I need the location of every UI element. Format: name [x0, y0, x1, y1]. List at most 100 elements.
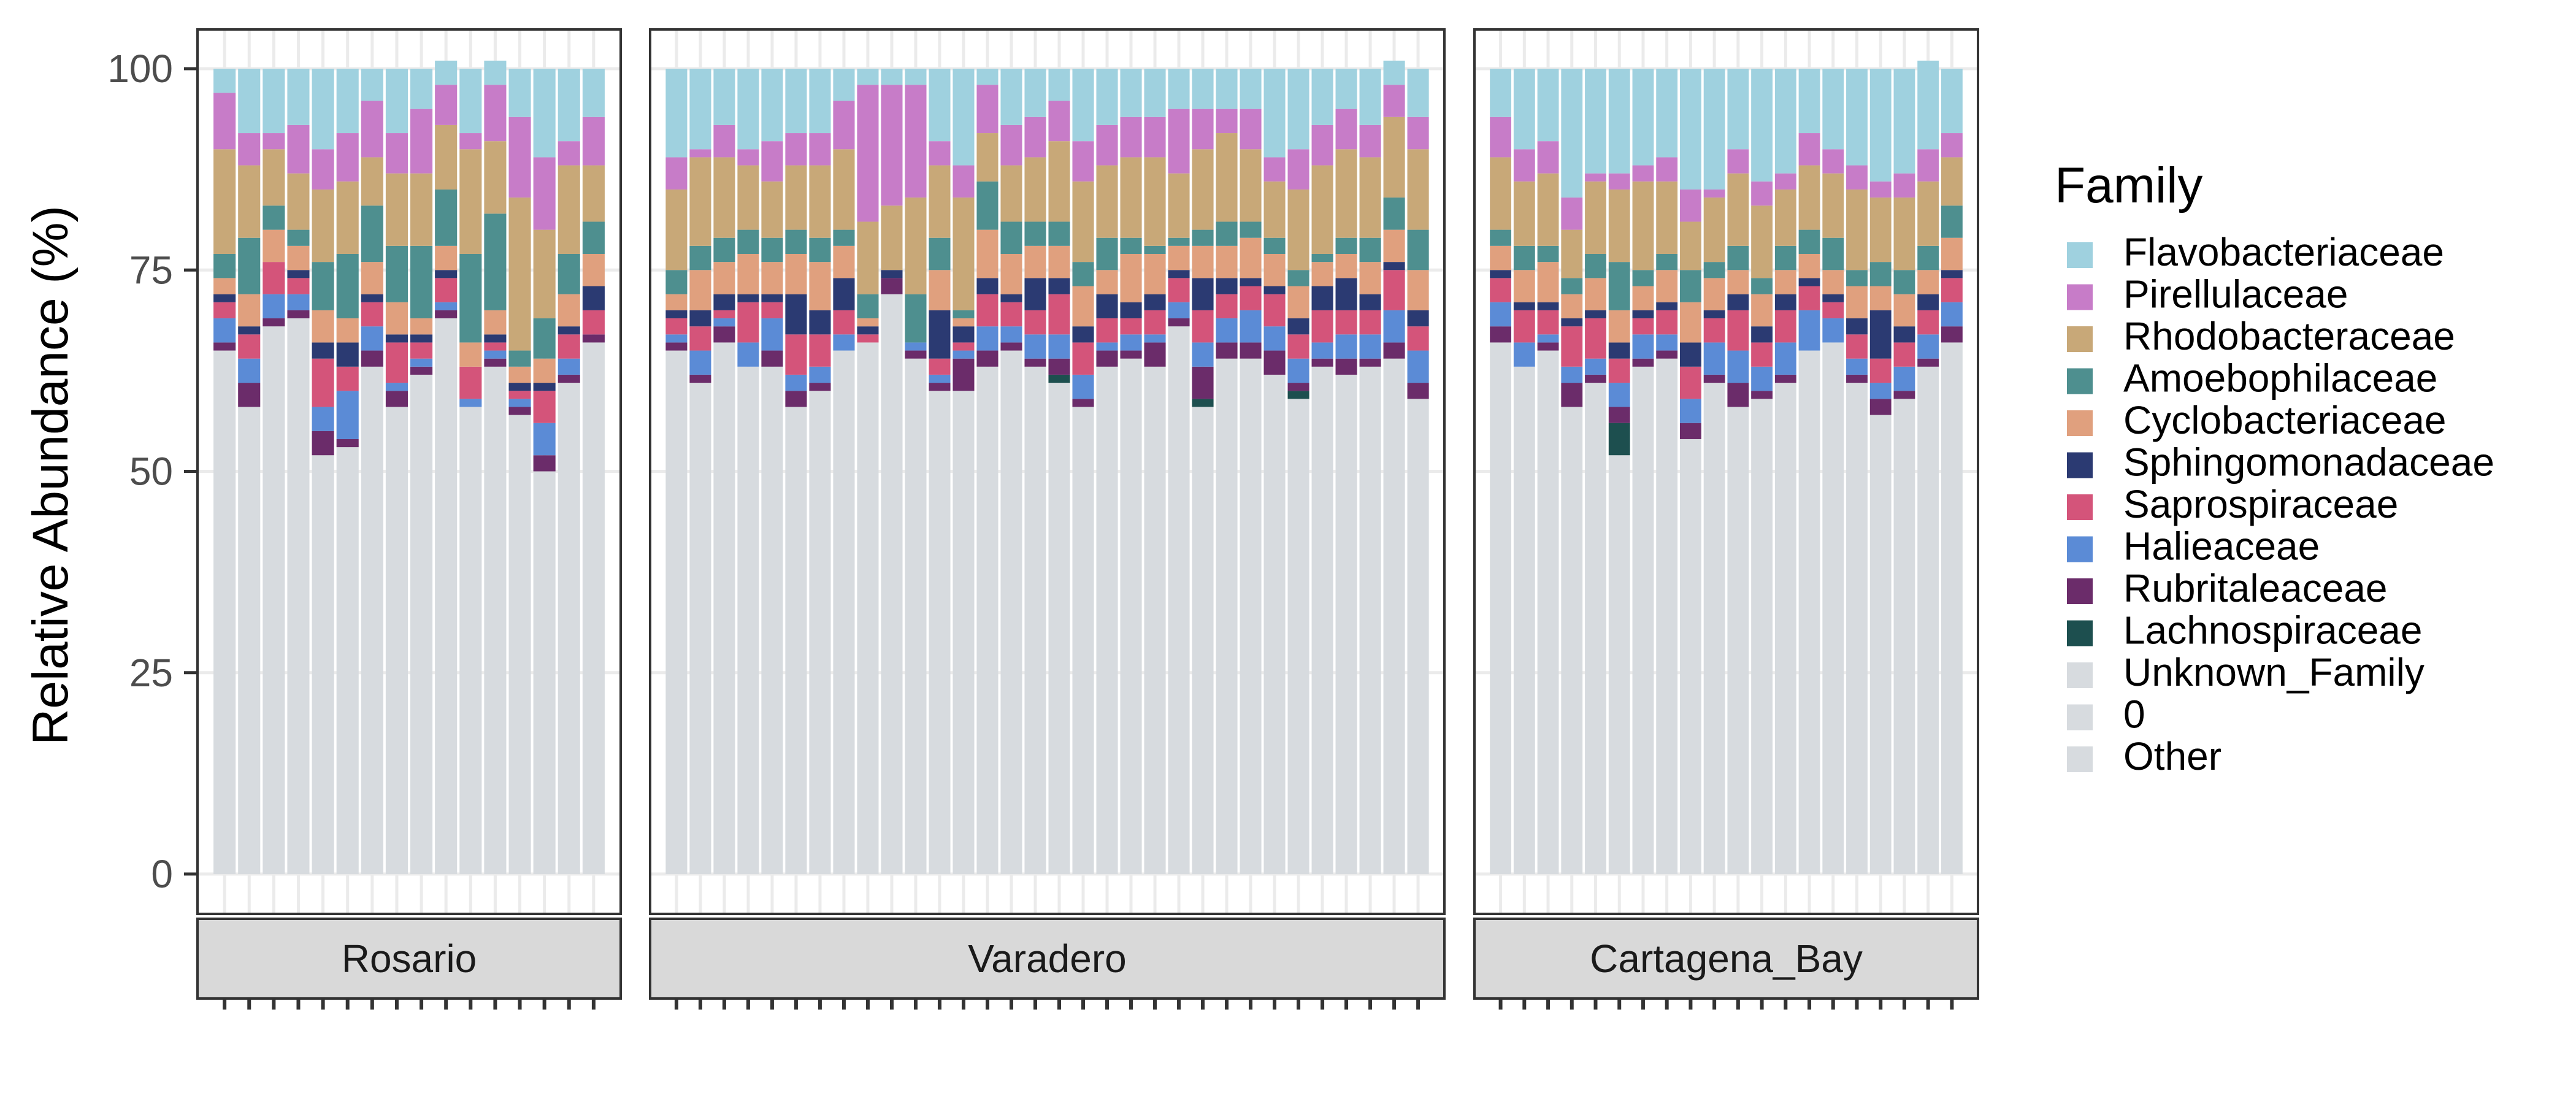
bar-segment-rhodobacteraceae: [238, 165, 261, 238]
bar-segment-halieaceae: [1168, 302, 1190, 319]
bar-segment-halieaceae: [1679, 399, 1701, 423]
bar-segment-saprospiraceae: [238, 334, 261, 359]
bar-segment-amoebophilaceae: [1490, 229, 1512, 246]
bar-segment-amoebophilaceae: [1941, 205, 1963, 238]
bar-segment-saprospiraceae: [484, 342, 507, 351]
bar-segment-sphingomonadaceae: [1287, 318, 1309, 335]
bar-segment-rhodobacteraceae: [665, 189, 688, 270]
bar-segment-cyclobacteriaceae: [785, 253, 807, 294]
bar-segment-flavobacteriaceae: [1656, 69, 1678, 158]
bar-segment-amoebophilaceae: [1656, 253, 1678, 270]
bar-segment-rhodobacteraceae: [484, 141, 507, 214]
bar-stack: [533, 69, 556, 874]
bar-segment-amoebophilaceae: [1751, 278, 1773, 294]
bar-segment-amoebophilaceae: [1608, 262, 1630, 310]
bar-segment-amoebophilaceae: [1144, 245, 1166, 254]
bar-segment-flavobacteriaceae: [857, 69, 879, 85]
bar-segment-flavobacteriaceae: [558, 69, 580, 142]
bar-segment-flavobacteriaceae: [484, 60, 507, 85]
bar-segment-halieaceae: [1703, 342, 1725, 375]
bar-segment-rhodobacteraceae: [737, 165, 759, 230]
bar-segment-flavobacteriaceae: [1846, 69, 1868, 166]
bar-segment-halieaceae: [665, 334, 688, 343]
bar-segment-sphingomonadaceae: [1096, 294, 1118, 319]
bar-segment-halieaceae: [410, 358, 433, 367]
bar-segment-flavobacteriaceae: [1585, 69, 1606, 174]
bar-segment-pirellulaceae: [1000, 125, 1022, 166]
bar-segment-pirellulaceae: [1490, 117, 1512, 158]
bar-segment-amoebophilaceae: [1168, 237, 1190, 246]
bar-segment-pirellulaceae: [785, 133, 807, 166]
bar-segment-rubritaleaceae: [1703, 374, 1725, 383]
bar-segment-other: [1240, 358, 1262, 874]
bar-segment-sphingomonadaceae: [929, 310, 951, 359]
bar-segment-amoebophilaceae: [785, 229, 807, 254]
bar-segment-rubritaleaceae: [785, 391, 807, 407]
bar-stack: [1656, 69, 1678, 874]
bar-segment-sphingomonadaceae: [713, 294, 735, 310]
bar-segment-cyclobacteriaceae: [238, 294, 261, 327]
bar-stack: [1917, 60, 1939, 874]
bar-stack: [1000, 69, 1022, 874]
bar-segment-saprospiraceae: [287, 278, 310, 294]
bar-segment-amoebophilaceae: [1513, 245, 1535, 270]
bar-segment-cyclobacteriaceae: [287, 245, 310, 270]
bar-segment-sphingomonadaceae: [1216, 278, 1238, 294]
bar-segment-halieaceae: [508, 399, 531, 407]
bar-segment-pirellulaceae: [857, 85, 879, 222]
bar-segment-flavobacteriaceae: [435, 60, 458, 85]
bar-segment-other: [953, 391, 975, 874]
bar-segment-rhodobacteraceae: [1240, 149, 1262, 222]
bar-segment-flavobacteriaceae: [1311, 69, 1333, 125]
bar-segment-rhodobacteraceae: [953, 197, 975, 310]
bar-segment-halieaceae: [1024, 334, 1046, 359]
bar-stack: [1240, 69, 1262, 874]
bar-segment-amoebophilaceae: [1703, 262, 1725, 278]
bar-segment-other: [336, 447, 359, 874]
bar-segment-flavobacteriaceae: [953, 69, 975, 166]
bar-segment-pirellulaceae: [881, 85, 903, 206]
bar-segment-rhodobacteraceae: [1703, 197, 1725, 263]
bar-segment-cyclobacteriaceae: [435, 245, 458, 270]
facet-label: Varadero: [968, 937, 1127, 981]
panel-cartagena-bay: Cartagena_Bay: [1473, 28, 1979, 1010]
bar-segment-rubritaleaceae: [1941, 326, 1963, 343]
bar-segment-other: [484, 366, 507, 874]
bar-segment-other: [1000, 350, 1022, 874]
bar-segment-rhodobacteraceae: [1798, 165, 1820, 230]
bar-segment-rubritaleaceae: [1216, 342, 1238, 359]
bar-segment-lachnospiraceae: [1608, 423, 1630, 456]
bar-segment-amoebophilaceae: [1072, 262, 1094, 286]
bar-segment-halieaceae: [1608, 383, 1630, 407]
legend-item: Other: [2067, 734, 2221, 778]
bar-segment-amoebophilaceae: [976, 181, 999, 230]
bar-segment-rhodobacteraceae: [1490, 157, 1512, 230]
bar-segment-other: [1869, 415, 1892, 874]
y-axis: 0 25 50 75 100: [107, 47, 197, 896]
bar-segment-sphingomonadaceae: [1263, 286, 1286, 294]
bar-segment-sphingomonadaceae: [1490, 270, 1512, 278]
bar-segment-saprospiraceae: [713, 310, 735, 319]
bar-segment-rubritaleaceae: [929, 383, 951, 391]
bar-segment-rhodobacteraceae: [1632, 181, 1654, 270]
bar-segment-saprospiraceae: [533, 391, 556, 423]
bar-segment-flavobacteriaceae: [1561, 69, 1583, 198]
bar-segment-flavobacteriaceae: [1096, 69, 1118, 125]
bar-stack: [1822, 69, 1844, 874]
bar-segment-amoebophilaceae: [665, 270, 688, 294]
bar-segment-cyclobacteriaceae: [1561, 294, 1583, 319]
bar-segment-saprospiraceae: [1798, 286, 1820, 310]
bar-segment-saprospiraceae: [857, 334, 879, 343]
bar-segment-saprospiraceae: [1168, 278, 1190, 302]
bar-segment-cyclobacteriaceae: [1192, 245, 1214, 278]
bar-segment-cyclobacteriaceae: [1846, 286, 1868, 319]
bar-segment-rhodobacteraceae: [1537, 173, 1559, 246]
bar-segment-flavobacteriaceae: [1822, 69, 1844, 150]
legend-key: [2067, 368, 2093, 394]
bar-segment-flavobacteriaceae: [1490, 69, 1512, 117]
bar-segment-saprospiraceae: [1490, 278, 1512, 302]
bar-segment-rubritaleaceae: [689, 374, 711, 383]
bar-segment-amoebophilaceae: [336, 253, 359, 319]
bar-segment-rhodobacteraceae: [976, 133, 999, 182]
bar-segment-amoebophilaceae: [1024, 221, 1046, 246]
